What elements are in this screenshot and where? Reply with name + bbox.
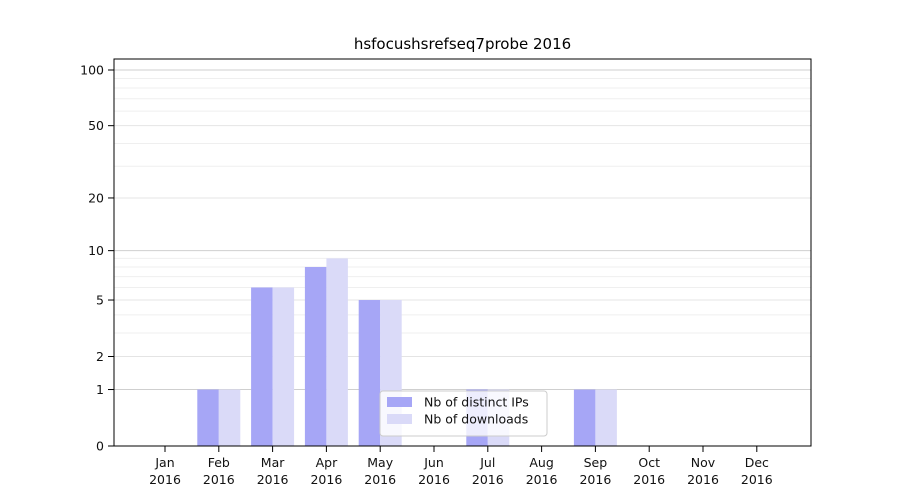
x-tick-label-year: 2016: [472, 472, 504, 487]
bar-distinct-ips-may: [358, 300, 381, 446]
y-tick-label: 10: [88, 243, 104, 258]
bar-distinct-ips-mar: [251, 287, 273, 446]
bar-downloads-sep: [595, 389, 617, 446]
x-tick-label-month: Apr: [316, 455, 338, 470]
bar-distinct-ips-sep: [573, 389, 596, 446]
x-tick-label-month: Mar: [261, 455, 285, 470]
x-tick-label-month: Dec: [745, 455, 769, 470]
y-tick-label: 0: [96, 439, 104, 454]
chart-title: hsfocushsrefseq7probe 2016: [353, 35, 572, 53]
x-tick-label-month: Aug: [529, 455, 553, 470]
x-tick-label-year: 2016: [741, 472, 773, 487]
y-tick-label: 20: [88, 190, 104, 205]
x-tick-label-month: Jun: [423, 455, 444, 470]
x-tick-label-month: Oct: [638, 455, 660, 470]
legend-swatch-1: [387, 414, 412, 424]
bar-distinct-ips-apr: [304, 266, 327, 446]
bar-distinct-ips-feb: [197, 389, 219, 446]
plot-border: [113, 58, 812, 447]
x-tick-label-year: 2016: [633, 472, 665, 487]
legend-box: [379, 390, 548, 437]
x-tick-label-year: 2016: [418, 472, 450, 487]
x-tick-label-month: Sep: [584, 455, 608, 470]
x-tick-label-month: Jan: [154, 455, 174, 470]
y-tick-label: 100: [80, 63, 104, 78]
x-tick-label-month: Jul: [479, 455, 495, 470]
x-tick-label-year: 2016: [579, 472, 611, 487]
x-tick-label-year: 2016: [526, 472, 558, 487]
bar-downloads-apr: [326, 258, 348, 446]
legend-label-0: Nb of distinct IPs: [424, 395, 529, 410]
bar-downloads-feb: [218, 389, 241, 446]
x-tick-label-month: Feb: [208, 455, 230, 470]
legend-swatch-0: [387, 397, 412, 407]
x-tick-label-year: 2016: [687, 472, 719, 487]
y-tick-label: 2: [96, 349, 104, 364]
legend-label-1: Nb of downloads: [424, 412, 528, 427]
x-tick-label-year: 2016: [310, 472, 342, 487]
x-tick-label-year: 2016: [364, 472, 396, 487]
x-tick-label-year: 2016: [257, 472, 289, 487]
bar-downloads-mar: [272, 287, 295, 446]
x-tick-label-month: May: [367, 455, 393, 470]
y-tick-label: 50: [88, 118, 104, 133]
y-tick-label: 1: [96, 382, 104, 397]
x-tick-label-year: 2016: [203, 472, 235, 487]
y-tick-label: 5: [96, 293, 104, 308]
x-tick-label-month: Nov: [691, 455, 716, 470]
x-tick-label-year: 2016: [149, 472, 181, 487]
